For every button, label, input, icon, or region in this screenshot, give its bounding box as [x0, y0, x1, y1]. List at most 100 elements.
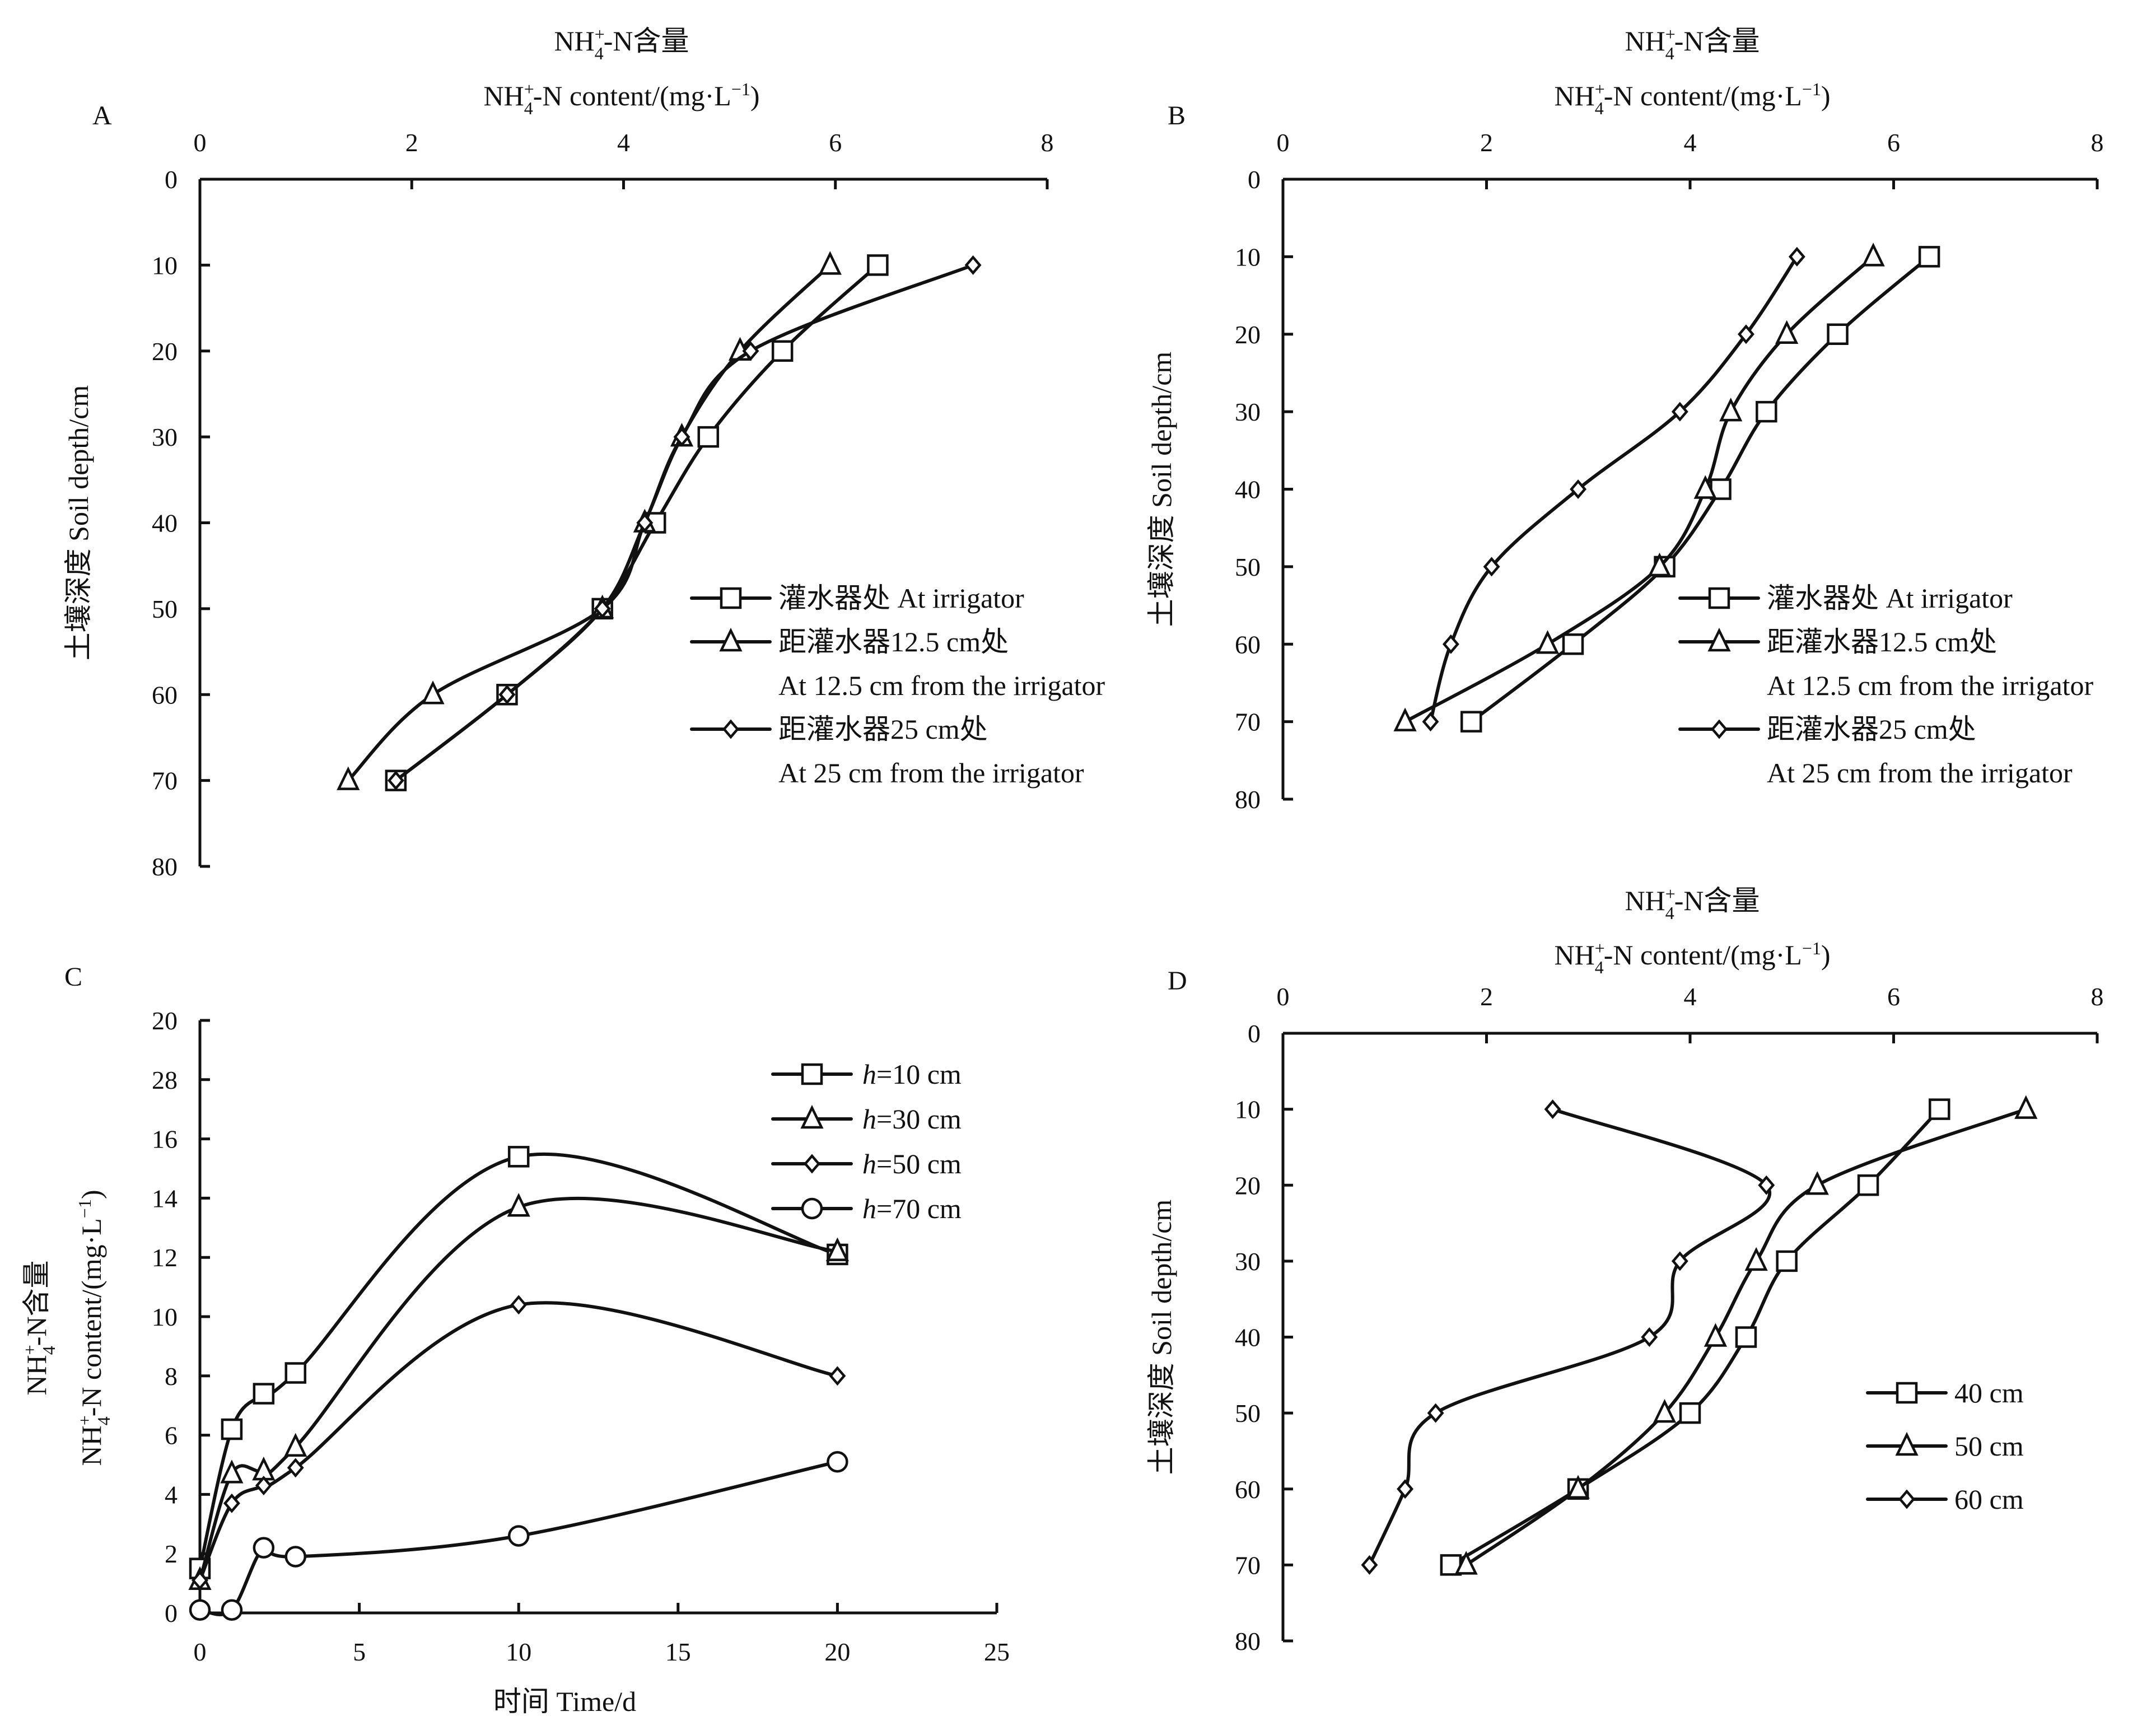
- y-tick-label: 2: [165, 1540, 178, 1568]
- legend-item: h=50 cm: [771, 1148, 962, 1179]
- legend-marker-square: [720, 587, 742, 609]
- data-point-square: [1679, 1402, 1701, 1424]
- y-tick-label: 70: [1235, 708, 1261, 736]
- data-point-square: [1929, 1098, 1950, 1120]
- y-tick-label: 80: [1235, 1627, 1261, 1655]
- y-tick-label: 28: [152, 1066, 178, 1094]
- legend: h=10 cm h=30 cm h=50 cm h=70 cm: [771, 1058, 962, 1224]
- y-tick-label: 50: [1235, 553, 1261, 581]
- data-point-diamond: [1361, 1555, 1378, 1575]
- legend-item: 距灌水器12.5 cm处 At 12.5 cm from the irrigato…: [690, 626, 1105, 701]
- legend-marker-diamond: [1711, 719, 1728, 739]
- y-tick-label: 4: [165, 1480, 178, 1509]
- legend-label: 60 cm: [1954, 1484, 2024, 1515]
- legend-marker-diamond: [804, 1154, 820, 1174]
- data-point-triangle: [1861, 242, 1885, 267]
- legend-marker-square: [1708, 587, 1730, 609]
- legend-item: 距灌水器25 cm处 At 25 cm from the irrigator: [1678, 713, 2073, 789]
- y-tick-label: 16: [152, 1125, 178, 1154]
- data-point-diamond: [1671, 402, 1688, 422]
- x-axis-title-cn: NH+ 4-N含量: [554, 24, 689, 63]
- legend: 灌水器处 At irrigator 距灌水器12.5 cm处 At 12.5 cm …: [1678, 582, 2094, 789]
- y-tick-label: 70: [152, 767, 178, 795]
- data-point-triangle: [284, 1433, 307, 1457]
- y-tick-label: 20: [152, 1006, 178, 1035]
- legend-item: h=10 cm: [771, 1058, 962, 1090]
- x-tick-label: 8: [2091, 982, 2104, 1011]
- y-tick-label: 14: [152, 1184, 178, 1212]
- data-point-square: [1776, 1250, 1798, 1272]
- legend-label: 40 cm: [1954, 1377, 2024, 1408]
- legend: 灌水器处 At irrigator 距灌水器12.5 cm处 At 12.5 cm …: [690, 582, 1105, 789]
- data-point-triangle: [1454, 1551, 1478, 1575]
- x-axis-title-en: NH+ 4-N content/(mg·L−1): [1554, 938, 1830, 977]
- data-point-diamond: [1442, 634, 1459, 654]
- y-tick-label: 70: [1235, 1551, 1261, 1579]
- y-tick-label: 40: [1235, 475, 1261, 504]
- x-tick-label: 0: [1277, 982, 1290, 1011]
- y-tick-label: 10: [1235, 242, 1261, 271]
- series-line: [198, 1196, 839, 1582]
- data-point-circle: [827, 1451, 848, 1473]
- panel-label: B: [1168, 101, 1186, 130]
- data-point-diamond: [387, 771, 404, 791]
- legend-label-en: At 25 cm from the irrigator: [778, 757, 1084, 789]
- y-tick-label: 60: [1235, 1475, 1261, 1504]
- legend-marker-square: [1896, 1382, 1918, 1404]
- x-axis-title-cn: NH+ 4-N含量: [1625, 884, 1760, 923]
- y-tick-label: 40: [1235, 1323, 1261, 1352]
- data-point-diamond: [1788, 246, 1805, 267]
- legend-label: 距灌水器25 cm处: [778, 713, 988, 745]
- data-point-triangle: [337, 766, 360, 790]
- y-tick-label: 60: [152, 680, 178, 709]
- data-point-diamond: [192, 1570, 208, 1591]
- legend-item: h=70 cm: [771, 1193, 962, 1224]
- x-axis-title-en: NH+ 4-N content/(mg·L−1): [1554, 79, 1830, 118]
- y-axis-title: 土壤深度 Soil depth/cm: [1146, 1200, 1177, 1475]
- y-tick-label: 60: [1235, 630, 1261, 659]
- data-point-circle: [253, 1537, 275, 1559]
- legend-label: h=70 cm: [862, 1193, 962, 1224]
- series-circle: [189, 1451, 848, 1621]
- legend-label-en: At 12.5 cm from the irrigator: [778, 670, 1105, 701]
- data-point-square: [771, 340, 794, 362]
- x-axis-title-cn: NH+ 4-N含量: [1625, 24, 1760, 63]
- y-tick-label: 0: [165, 1599, 178, 1627]
- series-triangle: [1454, 1095, 2038, 1575]
- legend-item: 灌水器处 At irrigator: [1678, 582, 2013, 614]
- data-point-diamond: [1544, 1099, 1561, 1120]
- legend-label: 50 cm: [1954, 1430, 2024, 1462]
- series-diamond: [1361, 1099, 1775, 1575]
- data-point-square: [284, 1362, 307, 1384]
- data-point-diamond: [510, 1295, 528, 1315]
- y-axis-title: 土壤深度 Soil depth/cm: [1146, 352, 1177, 627]
- legend-marker-diamond: [1898, 1489, 1915, 1509]
- data-point-triangle: [220, 1459, 244, 1484]
- x-tick-label: 4: [1684, 982, 1697, 1011]
- x-tick-label: 2: [1480, 128, 1493, 157]
- legend-label: 距灌水器25 cm处: [1767, 713, 1976, 745]
- legend-marker-diamond: [722, 719, 739, 739]
- data-point-diamond: [1641, 1327, 1658, 1347]
- x-tick-label: 5: [353, 1638, 366, 1666]
- y-tick-label: 0: [165, 165, 178, 194]
- x-tick-label: 2: [405, 128, 418, 157]
- legend-item: 距灌水器25 cm处 At 25 cm from the irrigator: [690, 713, 1084, 789]
- x-tick-label: 2: [1480, 982, 1493, 1011]
- x-tick-label: 15: [665, 1638, 691, 1666]
- y-tick-label: 40: [152, 509, 178, 538]
- data-point-diamond: [1422, 712, 1439, 732]
- series-square: [189, 1146, 848, 1579]
- data-point-diamond: [1483, 557, 1500, 577]
- series-line: [1429, 255, 1799, 724]
- legend-marker-triangle: [1895, 1431, 1919, 1456]
- series-line: [394, 263, 975, 782]
- data-point-square: [1857, 1174, 1879, 1196]
- x-tick-label: 4: [1684, 128, 1697, 157]
- data-point-triangle: [1653, 1398, 1677, 1423]
- x-tick-label: 0: [194, 1638, 207, 1666]
- y-tick-label: 10: [1235, 1095, 1261, 1124]
- data-point-diamond: [255, 1476, 272, 1495]
- series-line: [346, 263, 832, 782]
